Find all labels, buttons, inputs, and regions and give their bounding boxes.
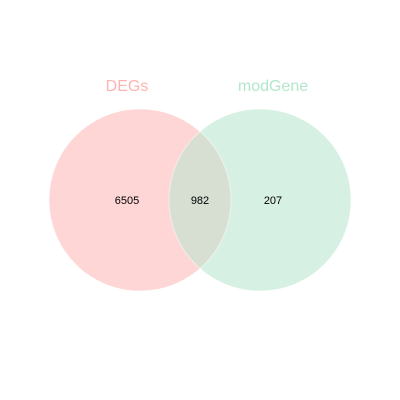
region-count-modgene-only: 207: [264, 195, 282, 207]
set-label-modgene: modGene: [238, 78, 308, 95]
set-label-degs: DEGs: [106, 78, 149, 95]
set-circle-modgene-outline: [168, 108, 352, 292]
set-circle-degs-outline: [48, 108, 232, 292]
region-count-degs-only: 6505: [115, 195, 139, 207]
region-count-intersection: 982: [191, 195, 209, 207]
intersection-region: [169, 109, 231, 291]
